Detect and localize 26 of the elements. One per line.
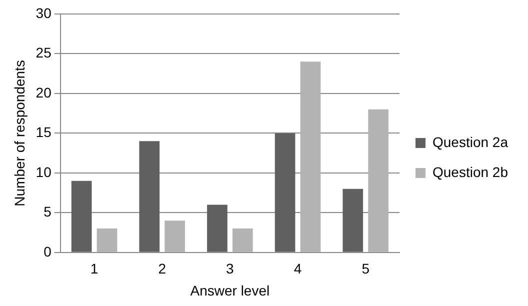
y-axis-title: Number of respondents [11, 60, 28, 206]
x-tick-label: 4 [294, 260, 302, 277]
x-tick-label: 2 [158, 260, 166, 277]
legend-label: Question 2b [432, 164, 508, 180]
x-tick-label: 3 [226, 260, 234, 277]
bar [342, 188, 364, 252]
y-tick-label: 10 [36, 164, 52, 180]
bar [139, 141, 160, 252]
bar [207, 204, 228, 252]
y-tick-label: 0 [44, 243, 52, 260]
x-tick-label: 5 [362, 260, 370, 277]
x-axis-title: Answer level [190, 282, 270, 298]
bar [71, 180, 92, 252]
bar [300, 62, 321, 252]
bar [96, 228, 118, 252]
y-tick-label: 25 [36, 44, 52, 61]
bar [232, 228, 253, 252]
x-tick-label: 1 [90, 260, 98, 277]
legend-label: Question 2a [432, 134, 508, 150]
bar [164, 220, 186, 252]
y-tick-label: 20 [36, 84, 52, 100]
bar [368, 109, 388, 252]
bar [274, 133, 296, 252]
y-tick-label: 5 [44, 204, 52, 220]
y-tick-label: 30 [36, 4, 52, 21]
y-tick-label: 15 [36, 124, 52, 140]
